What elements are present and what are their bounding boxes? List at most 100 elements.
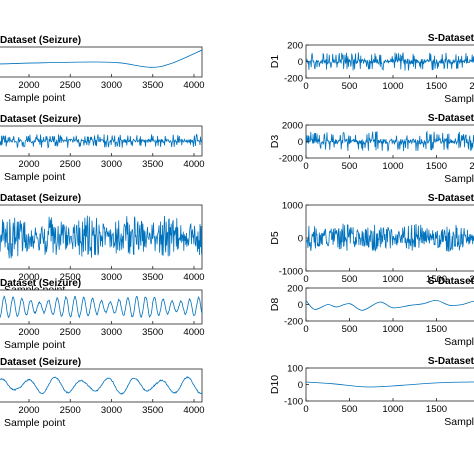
x-axis-label: Sample point [4, 339, 65, 351]
subplot-title: Dataset (Seizure) [0, 35, 81, 46]
x-tick-label: 1500 [426, 404, 447, 415]
axes-frame [0, 289, 203, 325]
y-axis-label: D1 [269, 55, 281, 69]
subplot-title: Dataset (Seizure) [0, 114, 81, 125]
x-tick-label: 500 [342, 324, 358, 335]
x-tick-label: 2000 [18, 80, 39, 91]
y-axis-label: D8 [269, 298, 281, 312]
x-tick-label: 500 [342, 404, 358, 415]
x-axis-label: Sampl [444, 173, 474, 185]
x-axis-label: Sample point [4, 171, 65, 183]
subplot: Dataset (Seizure) 2000 2500 3000 3500 4000 Sam… [0, 357, 205, 429]
subplot-title: S-Dataset [428, 33, 474, 44]
y-tick-label: 2000 [282, 121, 303, 132]
series-line [306, 52, 474, 71]
x-tick-label: 0 [303, 81, 308, 92]
x-tick-label: 1500 [426, 161, 447, 172]
x-tick-label: 1000 [382, 324, 403, 335]
x-tick-label: 3000 [101, 327, 122, 338]
subplot-title: Dataset (Seizure) [0, 357, 81, 368]
subplot-title: Dataset (Seizure) [0, 193, 81, 204]
series-line [0, 376, 202, 395]
x-tick-label: 1500 [426, 324, 447, 335]
subplot-title: S-Dataset [428, 276, 474, 287]
x-tick-label: 2000 [18, 272, 39, 283]
x-tick-label: 4000 [183, 80, 204, 91]
y-tick-label: -200 [284, 74, 303, 85]
axes-frame [305, 367, 474, 402]
x-tick-label: 0 [303, 161, 308, 172]
subplot-title: Dataset (Seizure) [0, 278, 81, 289]
x-tick-label: 1500 [426, 274, 447, 285]
x-tick-label: 1500 [426, 81, 447, 92]
x-tick-label: 500 [342, 274, 358, 285]
y-tick-label: -200 [284, 317, 303, 328]
x-tick-label: 0 [303, 404, 308, 415]
y-tick-label: 100 [287, 364, 303, 375]
x-tick-label: 3500 [142, 159, 163, 170]
y-tick-label: -100 [284, 397, 303, 408]
x-axis-label: Sample point [4, 92, 65, 104]
x-axis-label: Sampl [444, 93, 474, 105]
subplot-title: S-Dataset [428, 113, 474, 124]
x-tick-label: 2500 [60, 80, 81, 91]
y-axis-label: D5 [269, 231, 281, 245]
x-tick-label: 1000 [382, 274, 403, 285]
x-tick-label: 2000 [469, 274, 474, 285]
y-tick-label: -2000 [279, 154, 303, 165]
x-tick-label: 2000 [18, 159, 39, 170]
x-tick-label: 3000 [101, 80, 122, 91]
series-line [0, 215, 202, 259]
x-tick-label: 2500 [60, 405, 81, 416]
x-tick-label: 2500 [60, 272, 81, 283]
x-tick-label: 3000 [101, 159, 122, 170]
x-tick-label: 500 [342, 161, 358, 172]
series-line [0, 295, 202, 319]
x-tick-label: 1000 [382, 161, 403, 172]
x-tick-label: 2000 [18, 405, 39, 416]
y-tick-label: 0 [298, 380, 303, 391]
x-tick-label: 2500 [60, 327, 81, 338]
series-line [306, 299, 474, 311]
x-axis-label: Sampl [444, 336, 474, 348]
y-tick-label: 200 [287, 284, 303, 295]
x-tick-label: 4000 [183, 272, 204, 283]
series-line [306, 130, 474, 152]
x-axis-label: Sampl [444, 416, 474, 428]
subplot-title: S-Dataset [428, 193, 474, 204]
y-axis-label: D3 [269, 135, 281, 149]
y-tick-label: 0 [298, 57, 303, 68]
x-axis-label: Sample point [4, 417, 65, 429]
x-tick-label: 1000 [382, 81, 403, 92]
x-tick-label: 4000 [183, 159, 204, 170]
subplot: S-Dataset0500100015002000Sampl20000-2000… [269, 113, 474, 185]
x-tick-label: 2000 [469, 161, 474, 172]
series-line [306, 381, 474, 388]
subplot: S-Dataset0500100015002000sampl10000-1000… [269, 193, 474, 298]
x-tick-label: 0 [303, 324, 308, 335]
series-line [0, 49, 202, 68]
x-tick-label: 3000 [101, 272, 122, 283]
subplot: Dataset (Seizure)20002500300035004000Sam… [0, 193, 205, 296]
x-tick-label: 2000 [18, 327, 39, 338]
y-tick-label: 0 [298, 137, 303, 148]
subplot-title: S-Dataset [428, 356, 474, 367]
y-tick-label: -1000 [279, 267, 303, 278]
x-tick-label: 4000 [183, 327, 204, 338]
x-tick-label: 4000 [183, 405, 204, 416]
x-tick-label: 2500 [60, 159, 81, 170]
x-tick-label: 1000 [382, 404, 403, 415]
series-line [0, 133, 202, 149]
y-tick-label: 1000 [282, 201, 303, 212]
x-tick-label: 0 [303, 274, 308, 285]
y-tick-label: 200 [287, 41, 303, 52]
axes-frame [305, 287, 474, 322]
x-tick-label: 3500 [142, 405, 163, 416]
x-tick-label: 3000 [101, 405, 122, 416]
x-tick-label: 3500 [142, 272, 163, 283]
